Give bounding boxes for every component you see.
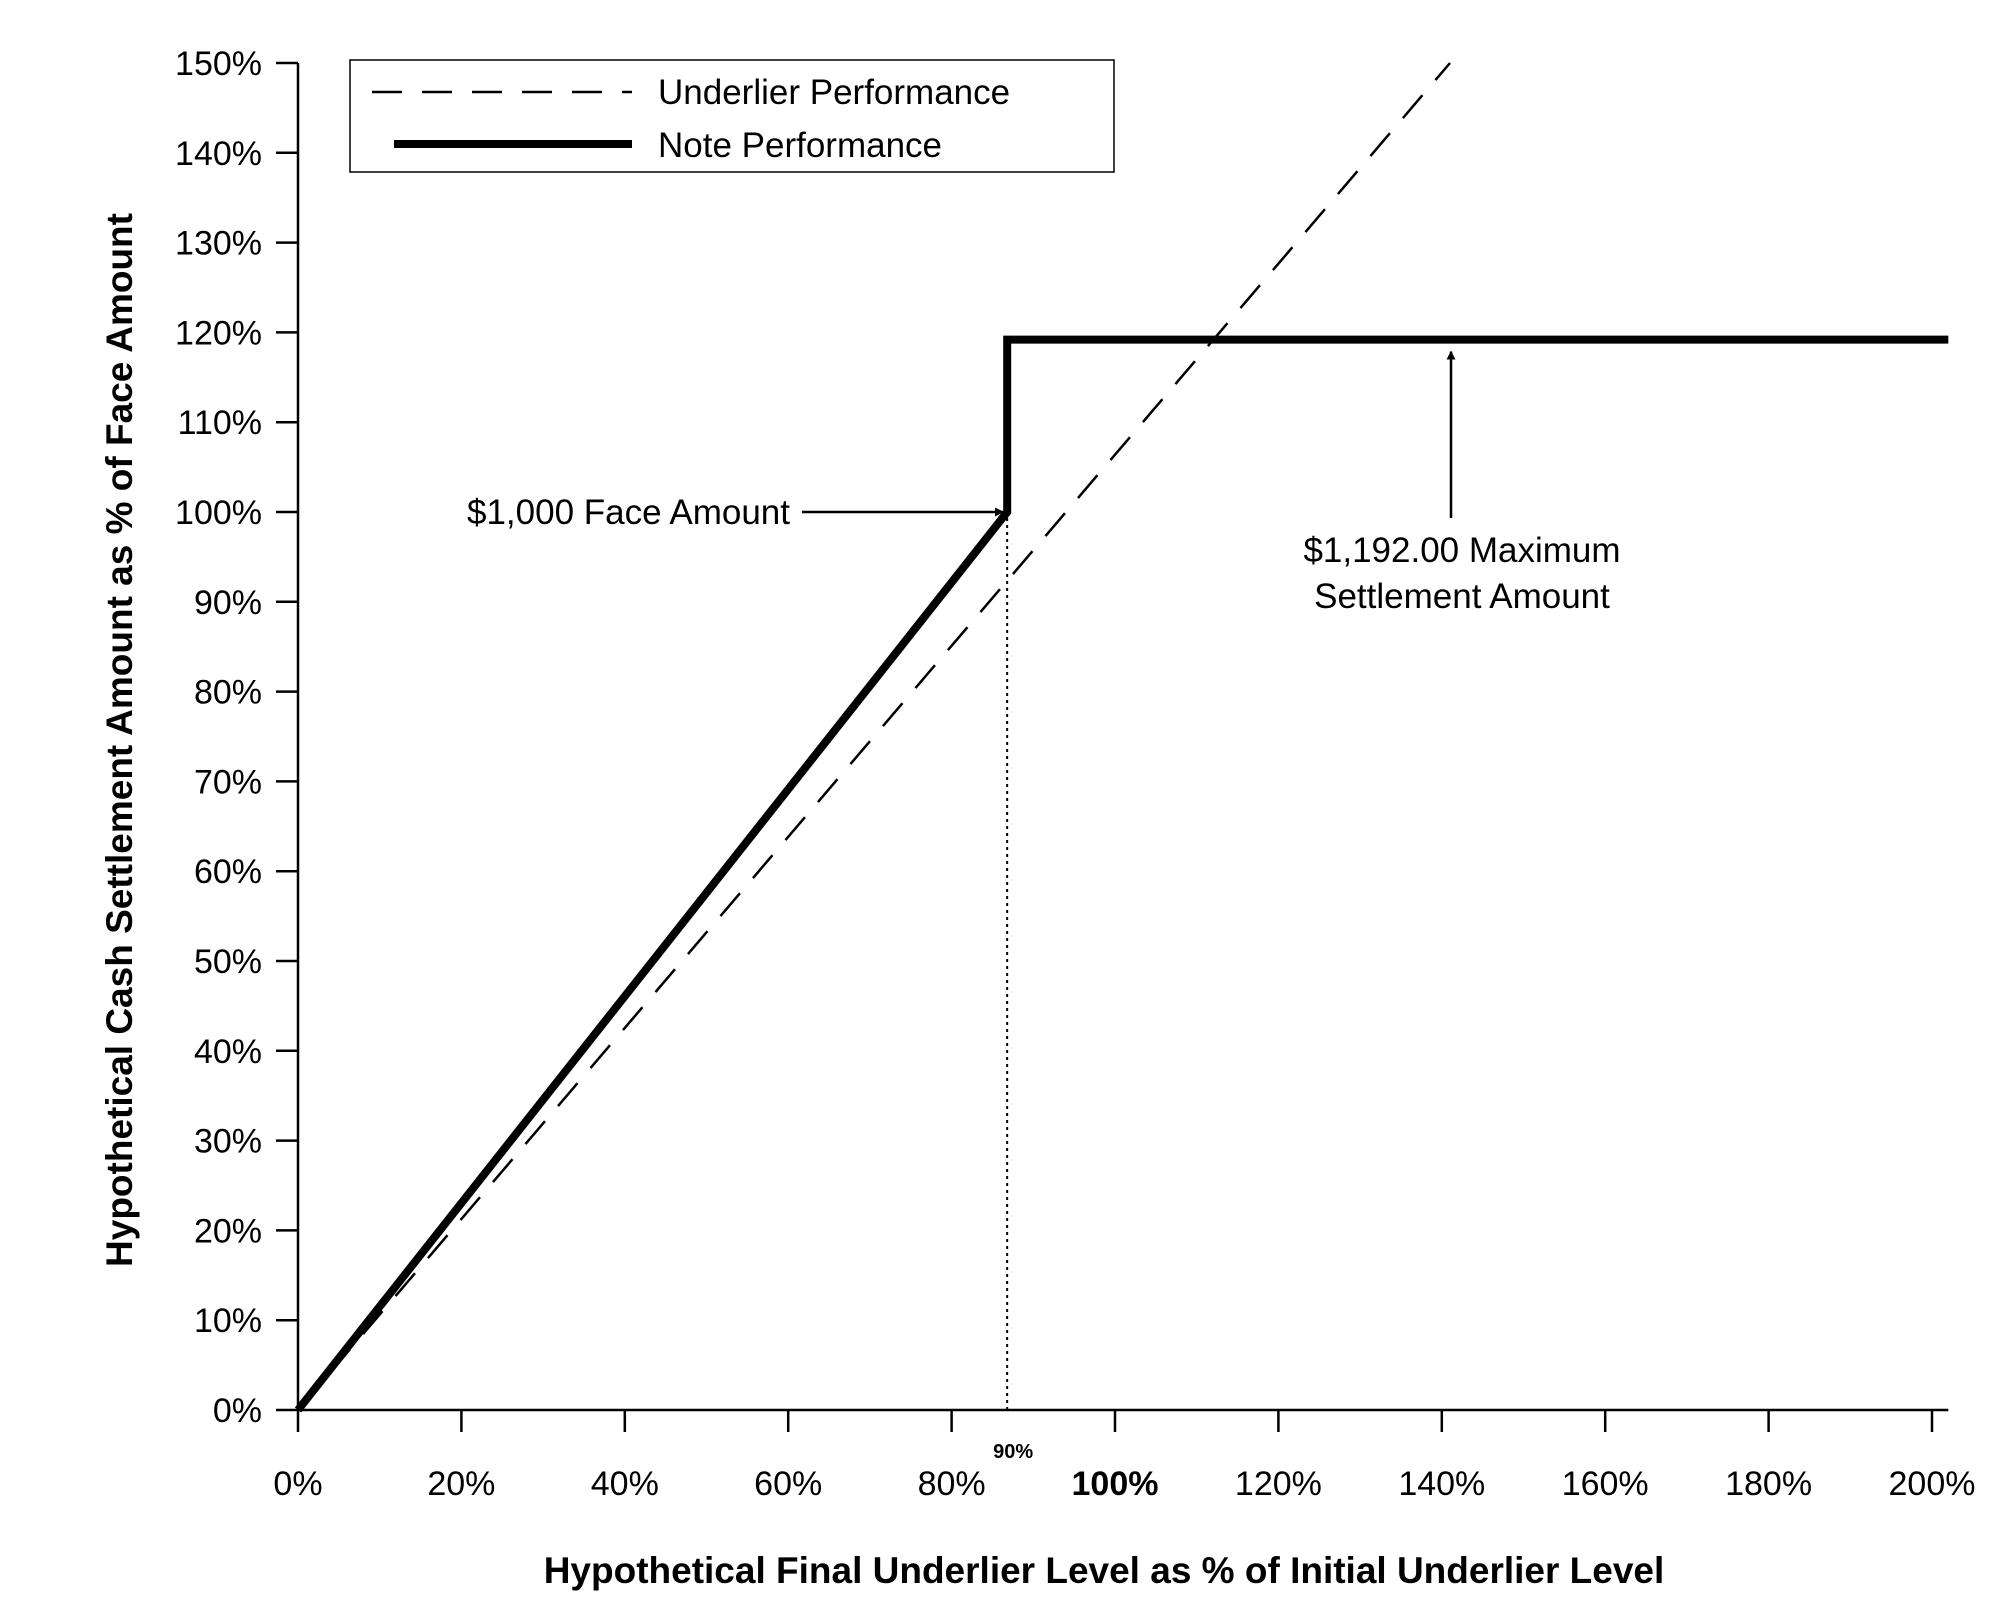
x-tick-label: 200%: [1889, 1465, 1976, 1503]
x-tick-label: 180%: [1725, 1465, 1812, 1503]
y-axis-title: Hypothetical Cash Settlement Amount as %…: [99, 213, 140, 1267]
y-tick-label: 150%: [175, 45, 262, 83]
tick-marks: 0% 10% 20% 30% 40% 50% 60% 70% 80% 90% 100% 110% 120…: [175, 45, 1975, 1503]
legend: Underlier Performance Note Performance: [349, 59, 1115, 173]
x-tick-label: 160%: [1562, 1465, 1649, 1503]
legend-label-underlier: Underlier Performance: [658, 73, 1010, 112]
y-tick-label: 120%: [175, 314, 262, 352]
series-lines: [294, 62, 1949, 1413]
x-tick-label: 20%: [427, 1465, 495, 1503]
legend-label-note: Note Performance: [658, 126, 942, 165]
y-tick-label: 100%: [175, 494, 262, 532]
note-performance-line: [294, 335, 1949, 1413]
annotations: $1,000 Face Amount $1,192.00 Maximum Set…: [467, 350, 1621, 616]
y-tick-label: 60%: [194, 853, 262, 891]
underlier-performance-line: [297, 62, 1451, 1411]
y-tick-label: 90%: [194, 584, 262, 622]
x-tick-label: 60%: [754, 1465, 822, 1503]
y-tick-label: 50%: [194, 943, 262, 981]
legend-box: [349, 59, 1115, 173]
axes: [296, 63, 1949, 1412]
x-tick-label: 40%: [591, 1465, 659, 1503]
x-tick-label: 100%: [1072, 1465, 1159, 1503]
y-tick-label: 140%: [175, 135, 262, 173]
x-tick-label: 140%: [1398, 1465, 1485, 1503]
y-tick-label: 40%: [194, 1033, 262, 1071]
x-tick-label: 80%: [918, 1465, 986, 1503]
y-tick-label: 80%: [194, 674, 262, 712]
x-tick-label: 0%: [273, 1465, 322, 1503]
y-tick-label: 10%: [194, 1302, 262, 1340]
annotation-max-line1: $1,192.00 Maximum: [1303, 531, 1620, 570]
x-axis-title: Hypothetical Final Underlier Level as % …: [544, 1550, 1665, 1591]
y-tick-label: 70%: [194, 763, 262, 801]
y-tick-label: 110%: [178, 404, 262, 442]
x-minor-tick-label: 90%: [993, 1441, 1033, 1463]
y-tick-label: 20%: [194, 1212, 262, 1250]
x-tick-label: 120%: [1235, 1465, 1322, 1503]
y-tick-label: 30%: [194, 1123, 262, 1161]
annotation-face-amount: $1,000 Face Amount: [467, 493, 790, 532]
y-tick-label: 130%: [175, 225, 262, 263]
annotation-max-line2: Settlement Amount: [1314, 577, 1610, 616]
y-tick-label: 0%: [213, 1392, 262, 1430]
